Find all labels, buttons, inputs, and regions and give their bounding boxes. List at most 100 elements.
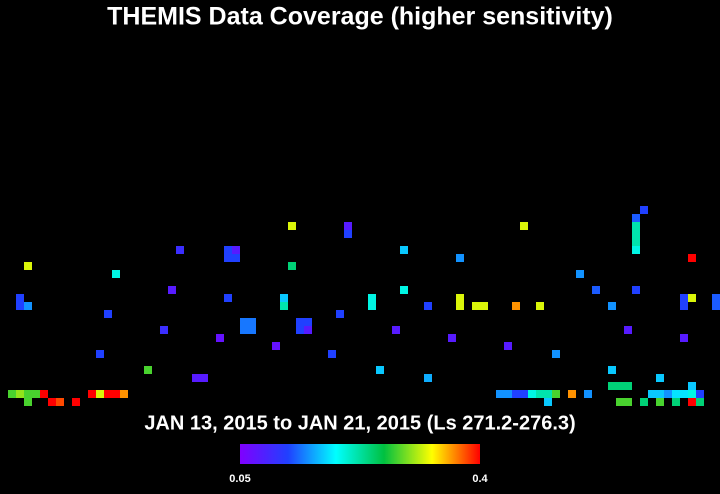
coverage-cell [624,398,632,406]
coverage-cell [16,302,24,310]
coverage-cell [168,286,176,294]
coverage-cell [216,334,224,342]
coverage-cell [640,398,648,406]
coverage-cell [632,214,640,222]
chart-title: THEMIS Data Coverage (higher sensitivity… [107,3,613,31]
coverage-cell [296,326,304,334]
coverage-cell [528,390,536,398]
coverage-cell [192,374,200,382]
coverage-cell [616,398,624,406]
coverage-cell [592,286,600,294]
coverage-cell [160,326,168,334]
coverage-cell [392,326,400,334]
coverage-cell [448,334,456,342]
coverage-cell [56,398,64,406]
coverage-cell [648,390,656,398]
coverage-cell [688,390,696,398]
coverage-cell [16,390,24,398]
coverage-cell [672,398,680,406]
coverage-cell [48,398,56,406]
coverage-cell [424,302,432,310]
coverage-cell [456,302,464,310]
coverage-cell [456,294,464,302]
coverage-cell [696,398,704,406]
coverage-cell [304,326,312,334]
coverage-cell [632,286,640,294]
coverage-cell [296,318,304,326]
coverage-cell [224,294,232,302]
coverage-cell [688,398,696,406]
coverage-cell [248,326,256,334]
coverage-cell [520,390,528,398]
coverage-cell [616,382,624,390]
coverage-cell [400,246,408,254]
coverage-cell [544,390,552,398]
coverage-cell [632,238,640,246]
coverage-cell [288,262,296,270]
coverage-cell [344,230,352,238]
coverage-cell [632,246,640,254]
coverage-cell [120,390,128,398]
coverage-cell [424,374,432,382]
coverage-cell [672,390,680,398]
coverage-cell [104,310,112,318]
coverage-cell [176,246,184,254]
coverage-cell [712,302,720,310]
chart-subtitle: JAN 13, 2015 to JAN 21, 2015 (Ls 271.2-2… [144,412,575,434]
coverage-cell [496,390,504,398]
coverage-cell [552,390,560,398]
coverage-cell [304,318,312,326]
coverage-cell [368,302,376,310]
colorbar-min-label: 0.05 [229,473,250,485]
coverage-cell [40,390,48,398]
coverage-cell [232,246,240,254]
coverage-cell [656,390,664,398]
coverage-cell [632,230,640,238]
coverage-cell [112,390,120,398]
coverage-cell [608,366,616,374]
coverage-cell [568,390,576,398]
coverage-cell [680,294,688,302]
coverage-cell [712,294,720,302]
coverage-cell [688,294,696,302]
coverage-cell [24,302,32,310]
coverage-cell [680,390,688,398]
coverage-cell [24,390,32,398]
coverage-cell [608,302,616,310]
coverage-cell [248,318,256,326]
coverage-cell [624,382,632,390]
coverage-cell [32,390,40,398]
coverage-cell [368,294,376,302]
coverage-cell [608,382,616,390]
coverage-cell [376,366,384,374]
coverage-cell [472,302,480,310]
coverage-cell [224,246,232,254]
coverage-cell [400,286,408,294]
coverage-cell [536,302,544,310]
coverage-cell [680,302,688,310]
coverage-cell [104,390,112,398]
coverage-cell [24,398,32,406]
coverage-cell [88,390,96,398]
coverage-cell [480,302,488,310]
coverage-cell [224,254,232,262]
coverage-cell [584,390,592,398]
coverage-cell [328,350,336,358]
colorbar [240,444,480,464]
coverage-cell [280,302,288,310]
coverage-cell [456,254,464,262]
coverage-cell [504,342,512,350]
coverage-cell [96,390,104,398]
coverage-cell [24,262,32,270]
coverage-cell [576,270,584,278]
coverage-cell [240,318,248,326]
coverage-cell [16,294,24,302]
coverage-cell [680,334,688,342]
coverage-cell [240,326,248,334]
coverage-cell [632,222,640,230]
coverage-cell [656,398,664,406]
coverage-cell [696,390,704,398]
coverage-cell [96,350,104,358]
